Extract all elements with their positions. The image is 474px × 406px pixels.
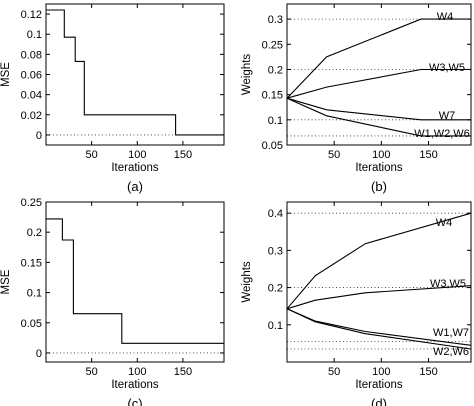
y-tick-label: 0.02 (21, 110, 42, 122)
x-tick-label: 50 (86, 149, 98, 161)
y-tick-label: 0 (36, 348, 42, 360)
panel-d: 0.1 0.2 0.3 0.4 50 100 150 Iterations Weights (d)… (241, 201, 472, 406)
x-tick-label: 150 (419, 149, 437, 161)
panel-label: (a) (127, 179, 143, 194)
x-axis-label: Iterations (111, 162, 159, 174)
y-tick-label: 0.2 (268, 283, 283, 295)
x-tick-label: 100 (372, 366, 390, 378)
x-tick-label: 50 (328, 149, 340, 161)
series-label: W1,W2,W6 (414, 128, 470, 140)
panel-c: 0 0.05 0.1 0.15 0.2 0.25 50 100 150 Iterations MSE… (0, 197, 225, 406)
x-tick-label: 50 (86, 366, 98, 378)
series-label: W4 (436, 217, 453, 229)
panel-label: (b) (371, 179, 387, 194)
y-tick-label: 0.25 (21, 197, 42, 209)
y-tick-label: 0.04 (21, 90, 42, 102)
series-line-w4 (286, 212, 472, 310)
y-axis-label: Weights (241, 54, 253, 96)
y-axis-label: MSE (0, 269, 12, 294)
series-label: W1,W7 (433, 327, 469, 339)
x-tick-label: 150 (174, 366, 192, 378)
series-line-w4 (286, 18, 471, 99)
y-tick-label: 0.2 (268, 64, 283, 76)
plot-frame (45, 3, 225, 146)
y-tick-label: 0.3 (268, 14, 283, 26)
series-label: W3,W5 (430, 278, 466, 290)
panel-label: (c) (127, 396, 142, 406)
y-tick-label: 0 (36, 130, 42, 142)
x-tick-label: 50 (328, 366, 340, 378)
panel-b: 0.05 0.1 0.15 0.2 0.25 0.3 50 100 150 Iterations W… (241, 3, 472, 194)
y-tick-label: 0.2 (27, 227, 42, 239)
y-tick-label: 0.1 (268, 115, 283, 127)
plot-frame (286, 201, 472, 363)
y-tick-label: 0.25 (262, 39, 283, 51)
x-axis-label: Iterations (111, 379, 159, 391)
x-tick-label: 100 (372, 149, 390, 161)
series-line-w7 (286, 97, 471, 121)
y-tick-label: 0.1 (268, 320, 283, 332)
series-line-w2-w6 (286, 308, 472, 350)
y-tick-label: 0.3 (268, 245, 283, 257)
y-tick-label: 0.05 (21, 318, 42, 330)
series-label: W7 (439, 110, 456, 122)
series-line (46, 218, 224, 344)
y-axis-label: Weights (241, 261, 253, 303)
y-tick-label: 0.15 (262, 90, 283, 102)
x-axis-label: Iterations (355, 162, 403, 174)
y-tick-label: 0.12 (21, 9, 42, 21)
series-line-w1-w2-w6 (286, 97, 471, 137)
y-tick-label: 0.1 (27, 29, 42, 41)
y-tick-label: 0.4 (268, 208, 283, 220)
y-tick-label: 0.1 (27, 288, 42, 300)
y-tick-label: 0.05 (262, 140, 283, 152)
y-tick-label: 0.08 (21, 49, 42, 61)
y-axis-label: MSE (0, 62, 12, 87)
x-tick-label: 100 (128, 366, 146, 378)
series-line (46, 9, 224, 136)
series-line-w3-w5 (286, 68, 471, 99)
x-tick-label: 150 (174, 149, 192, 161)
plot-frame (286, 3, 472, 146)
series-label: W3,W5 (429, 62, 465, 74)
plot-frame (45, 201, 225, 363)
x-tick-label: 150 (419, 366, 437, 378)
panel-label: (d) (371, 396, 387, 406)
y-tick-label: 0.15 (21, 257, 42, 269)
x-axis-label: Iterations (355, 379, 403, 391)
y-tick-label: 0.06 (21, 70, 42, 82)
series-line-w3-w5 (286, 285, 472, 310)
x-tick-label: 100 (128, 149, 146, 161)
panel-a: 0 0.02 0.04 0.06 0.08 0.1 0.12 50 100 150 Iteratio… (0, 3, 225, 194)
series-label: W2,W6 (433, 346, 469, 358)
series-label: W4 (437, 11, 454, 23)
